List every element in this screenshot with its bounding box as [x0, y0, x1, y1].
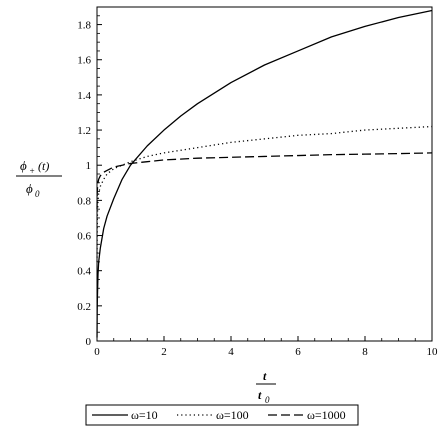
y-axis-label: ϕ + (t) ϕ 0	[16, 158, 62, 199]
y-tick-label: 0	[86, 336, 92, 348]
x-label-denominator-sub: 0	[265, 395, 270, 405]
x-tick-label: 4	[228, 346, 234, 358]
y-label-denominator: ϕ	[26, 181, 33, 196]
plot-frame	[96, 6, 433, 342]
y-tick-label: 1.2	[77, 125, 91, 137]
y-tick-label: 1.8	[77, 20, 91, 32]
y-label-denominator-sub: 0	[35, 189, 40, 199]
series-line-1	[96, 125, 433, 262]
series-line-0	[96, 9, 433, 338]
x-label-numerator: t	[263, 369, 267, 383]
legend-label-series-2: ω=1000	[307, 408, 346, 422]
x-tick-label: 8	[362, 346, 368, 358]
y-label-numerator-sub: +	[29, 166, 35, 176]
y-label-numerator-arg: (t)	[38, 159, 49, 173]
x-tick-label: 6	[295, 346, 301, 358]
axes	[96, 6, 433, 342]
legend-label-series-1: ω=100	[216, 408, 249, 422]
x-tick-label: 10	[427, 346, 439, 358]
x-label-denominator: t	[258, 388, 262, 402]
y-tick-label: 1	[86, 160, 92, 172]
y-tick-label: 0.4	[77, 266, 91, 278]
y-tick-label: 1.6	[77, 55, 91, 67]
y-tick-label: 1.4	[77, 90, 91, 102]
x-axis-label: t t 0	[256, 369, 276, 405]
y-tick-label: 0.8	[77, 195, 91, 207]
ticks: 0 2 4 6 8 10 0 0.2 0.4 0.6 0.8 1 1.2 1.4 1.6 1.8	[77, 6, 439, 358]
x-tick-label: 2	[161, 346, 167, 358]
y-tick-label: 0.6	[77, 231, 91, 243]
series	[96, 9, 433, 338]
y-label-numerator: ϕ	[20, 158, 27, 173]
legend: ω=10 ω=100 ω=1000	[85, 404, 359, 426]
y-tick-label: 0.2	[77, 301, 91, 313]
x-tick-label: 0	[94, 346, 100, 358]
legend-box	[85, 404, 359, 426]
series-line-2	[96, 152, 433, 210]
legend-label-series-0: ω=10	[131, 408, 158, 422]
